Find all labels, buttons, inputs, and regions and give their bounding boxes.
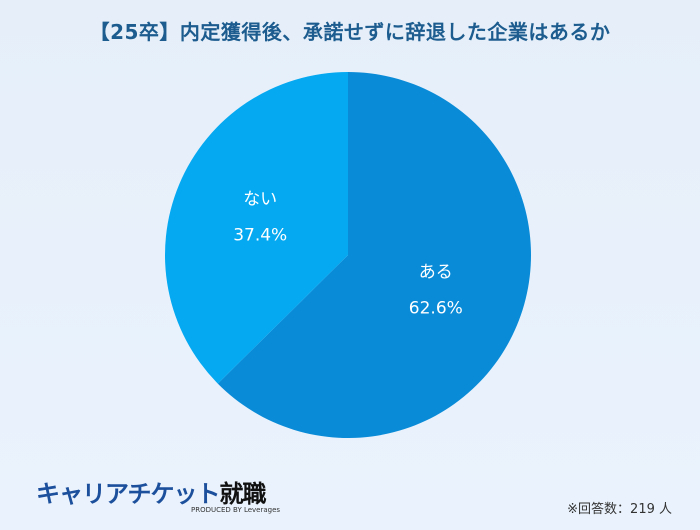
logo-kanji: 就職 <box>219 480 267 508</box>
pie-slice-1 <box>165 72 348 384</box>
pie-label: ある <box>419 263 453 283</box>
respondent-count-note: ※回答数：219 人 <box>567 502 672 517</box>
logo: キャリアチケット就職 PRODUCED BY Leverages <box>36 474 280 514</box>
logo-text: キャリアチケット <box>36 480 221 508</box>
pie-label: ない <box>243 189 277 209</box>
pie-slice-0 <box>217 72 531 438</box>
pie-value-label: 37.4% <box>233 225 287 245</box>
logo-sub: PRODUCED BY Leverages <box>191 506 281 514</box>
pie-value-label: 62.6% <box>409 299 463 319</box>
chart-title: 【25卒】内定獲得後、承諾せずに辞退した企業はあるか <box>89 20 611 44</box>
